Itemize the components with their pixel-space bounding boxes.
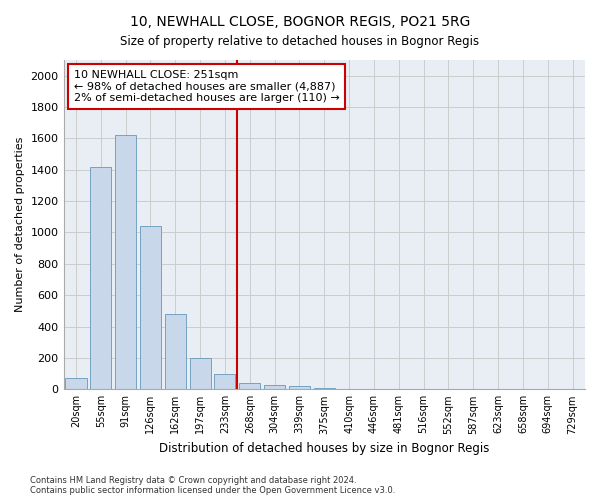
Bar xyxy=(264,386,285,390)
Bar xyxy=(115,136,136,390)
Bar xyxy=(140,226,161,390)
Text: 10, NEWHALL CLOSE, BOGNOR REGIS, PO21 5RG: 10, NEWHALL CLOSE, BOGNOR REGIS, PO21 5R… xyxy=(130,15,470,29)
Bar xyxy=(239,383,260,390)
Bar xyxy=(90,166,112,390)
Bar xyxy=(289,386,310,390)
Text: Contains HM Land Registry data © Crown copyright and database right 2024.
Contai: Contains HM Land Registry data © Crown c… xyxy=(30,476,395,495)
Y-axis label: Number of detached properties: Number of detached properties xyxy=(15,137,25,312)
Bar xyxy=(65,378,86,390)
Bar xyxy=(314,388,335,390)
Bar xyxy=(165,314,186,390)
Text: 10 NEWHALL CLOSE: 251sqm
← 98% of detached houses are smaller (4,887)
2% of semi: 10 NEWHALL CLOSE: 251sqm ← 98% of detach… xyxy=(74,70,340,103)
Text: Size of property relative to detached houses in Bognor Regis: Size of property relative to detached ho… xyxy=(121,35,479,48)
X-axis label: Distribution of detached houses by size in Bognor Regis: Distribution of detached houses by size … xyxy=(159,442,490,455)
Bar xyxy=(214,374,235,390)
Bar xyxy=(190,358,211,390)
